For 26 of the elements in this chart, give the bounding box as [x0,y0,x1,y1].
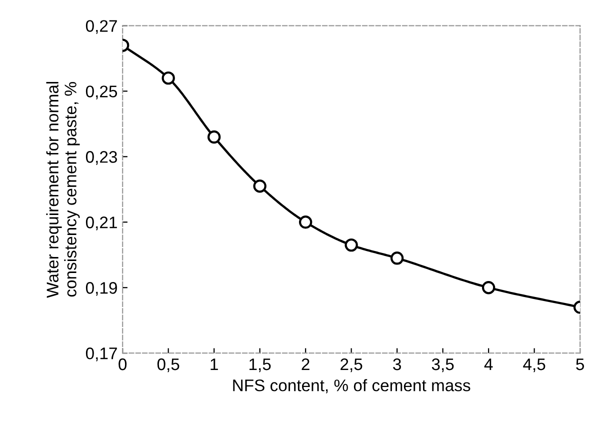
x-tick-label: 1 [210,358,218,370]
point [390,252,404,265]
point [253,180,266,193]
x-tick-label: 0 [118,358,127,370]
x-tick-label: 5 [576,358,584,370]
y-axis-title: Water requirement for normal consistency cement paste, % [46,82,80,298]
y-tick-label: 0,21 [86,216,117,230]
x-tick-label: 4 [484,358,493,370]
x-tick-label: 4,5 [523,358,546,372]
point [207,130,221,144]
point [162,71,175,85]
x-tick-label: 0,5 [157,358,180,372]
x-tick-label: 1,5 [250,358,271,372]
x-tick-label: 3 [393,358,401,370]
x-axis-title: NFS content, % of cement mass [233,379,470,394]
x-tick-label: 2,5 [340,358,362,372]
point [482,281,496,294]
x-tick-label: 3,5 [432,358,454,372]
x-tick-label: 2 [302,358,310,370]
y-tick-label: 0,25 [86,86,118,100]
y-tick-label: 0,17 [86,348,117,362]
y-tick-label: 0,27 [86,20,117,34]
point [298,216,312,229]
y-tick-label: 0,23 [86,151,117,165]
point [344,238,358,252]
y-tick-label: 0,19 [86,282,117,296]
